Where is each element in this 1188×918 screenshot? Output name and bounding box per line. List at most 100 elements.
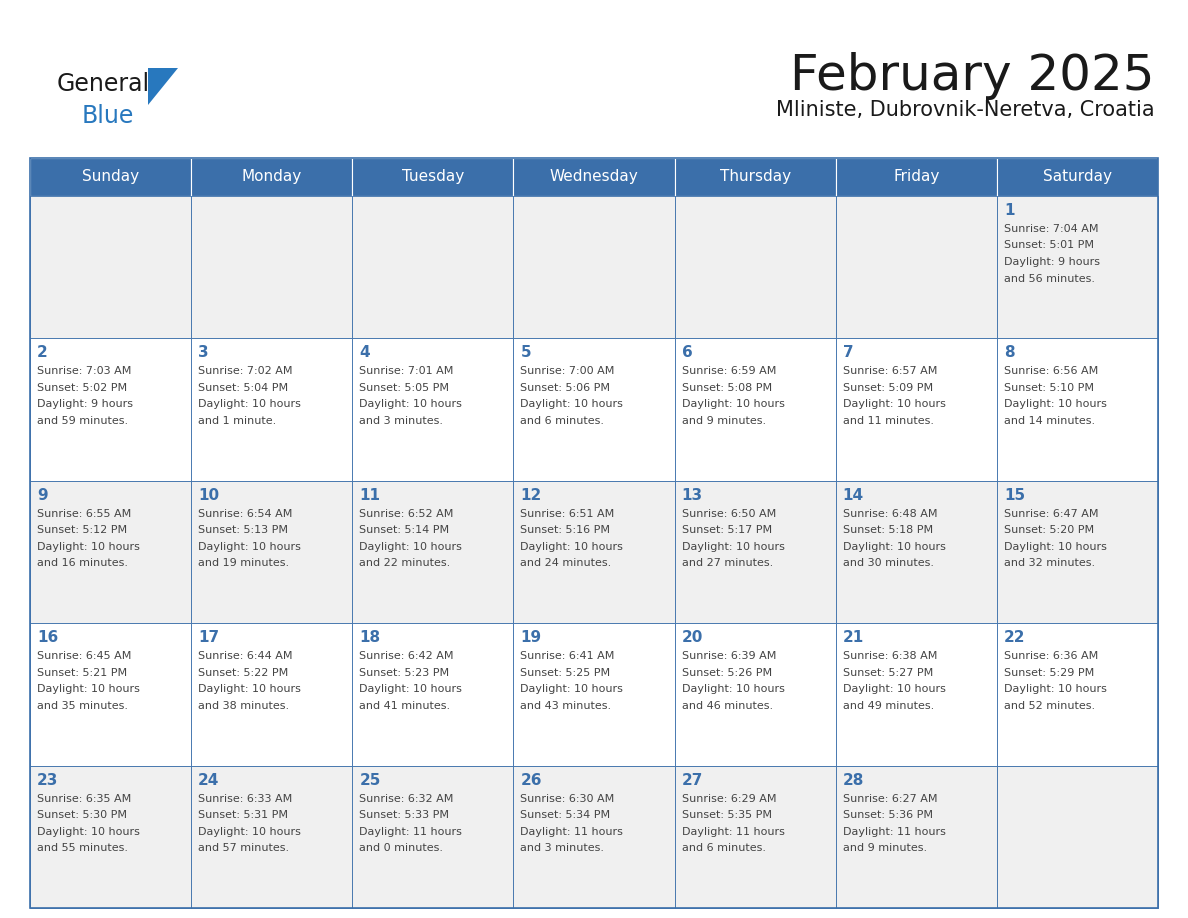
Bar [675, 196, 835, 339]
Text: and 6 minutes.: and 6 minutes. [682, 843, 765, 853]
Text: Daylight: 11 hours: Daylight: 11 hours [520, 826, 624, 836]
Text: and 46 minutes.: and 46 minutes. [682, 700, 772, 711]
Text: Sunrise: 6:38 AM: Sunrise: 6:38 AM [842, 651, 937, 661]
Text: Sunrise: 6:32 AM: Sunrise: 6:32 AM [359, 793, 454, 803]
Text: 13: 13 [682, 487, 702, 503]
Text: 2: 2 [37, 345, 48, 361]
Bar [30, 158, 191, 196]
Text: Sunset: 5:04 PM: Sunset: 5:04 PM [198, 383, 289, 393]
Text: 19: 19 [520, 630, 542, 645]
Text: Sunrise: 6:51 AM: Sunrise: 6:51 AM [520, 509, 614, 519]
Bar [513, 339, 675, 481]
Text: Sunrise: 6:52 AM: Sunrise: 6:52 AM [359, 509, 454, 519]
Text: and 59 minutes.: and 59 minutes. [37, 416, 128, 426]
Text: Sunrise: 6:36 AM: Sunrise: 6:36 AM [1004, 651, 1098, 661]
Text: Daylight: 10 hours: Daylight: 10 hours [682, 684, 784, 694]
Text: Daylight: 10 hours: Daylight: 10 hours [842, 684, 946, 694]
Text: and 38 minutes.: and 38 minutes. [198, 700, 289, 711]
Text: Sunset: 5:16 PM: Sunset: 5:16 PM [520, 525, 611, 535]
Text: 25: 25 [359, 773, 380, 788]
Text: Sunrise: 6:54 AM: Sunrise: 6:54 AM [198, 509, 292, 519]
Bar [353, 339, 513, 481]
Text: 21: 21 [842, 630, 864, 645]
Text: 16: 16 [37, 630, 58, 645]
Text: 26: 26 [520, 773, 542, 788]
Text: Daylight: 9 hours: Daylight: 9 hours [1004, 257, 1100, 267]
Text: and 49 minutes.: and 49 minutes. [842, 700, 934, 711]
Text: Daylight: 10 hours: Daylight: 10 hours [1004, 399, 1107, 409]
Text: 7: 7 [842, 345, 853, 361]
Bar [191, 339, 353, 481]
Text: Sunrise: 6:30 AM: Sunrise: 6:30 AM [520, 793, 614, 803]
Bar [513, 158, 675, 196]
Text: 18: 18 [359, 630, 380, 645]
Text: and 27 minutes.: and 27 minutes. [682, 558, 773, 568]
Bar [353, 766, 513, 908]
Text: Sunset: 5:36 PM: Sunset: 5:36 PM [842, 810, 933, 820]
Text: Sunrise: 6:48 AM: Sunrise: 6:48 AM [842, 509, 937, 519]
Text: and 22 minutes.: and 22 minutes. [359, 558, 450, 568]
Text: Sunrise: 6:35 AM: Sunrise: 6:35 AM [37, 793, 131, 803]
Text: Sunset: 5:10 PM: Sunset: 5:10 PM [1004, 383, 1094, 393]
Text: General: General [57, 72, 150, 96]
Text: 10: 10 [198, 487, 220, 503]
Text: Daylight: 9 hours: Daylight: 9 hours [37, 399, 133, 409]
Text: and 43 minutes.: and 43 minutes. [520, 700, 612, 711]
Text: and 0 minutes.: and 0 minutes. [359, 843, 443, 853]
Bar [513, 196, 675, 339]
Text: and 19 minutes.: and 19 minutes. [198, 558, 289, 568]
Text: Sunrise: 6:55 AM: Sunrise: 6:55 AM [37, 509, 131, 519]
Bar [353, 196, 513, 339]
Text: 24: 24 [198, 773, 220, 788]
Bar [835, 481, 997, 623]
Text: and 11 minutes.: and 11 minutes. [842, 416, 934, 426]
Text: Daylight: 10 hours: Daylight: 10 hours [198, 399, 301, 409]
Bar [997, 339, 1158, 481]
Text: and 9 minutes.: and 9 minutes. [682, 416, 766, 426]
Text: and 3 minutes.: and 3 minutes. [520, 843, 605, 853]
Text: Daylight: 10 hours: Daylight: 10 hours [198, 826, 301, 836]
Text: Daylight: 10 hours: Daylight: 10 hours [682, 399, 784, 409]
Bar [835, 766, 997, 908]
Bar [997, 623, 1158, 766]
Bar [30, 196, 191, 339]
Text: Sunset: 5:17 PM: Sunset: 5:17 PM [682, 525, 772, 535]
Text: Daylight: 10 hours: Daylight: 10 hours [198, 684, 301, 694]
Bar [675, 481, 835, 623]
Bar [353, 481, 513, 623]
Text: Blue: Blue [82, 104, 134, 128]
Bar [30, 766, 191, 908]
Text: and 24 minutes.: and 24 minutes. [520, 558, 612, 568]
Bar [30, 481, 191, 623]
Bar [675, 158, 835, 196]
Text: Daylight: 10 hours: Daylight: 10 hours [520, 542, 624, 552]
Bar [835, 339, 997, 481]
Text: Sunrise: 6:29 AM: Sunrise: 6:29 AM [682, 793, 776, 803]
Text: 17: 17 [198, 630, 220, 645]
Bar [191, 158, 353, 196]
Bar [353, 623, 513, 766]
Text: 5: 5 [520, 345, 531, 361]
Text: Sunset: 5:27 PM: Sunset: 5:27 PM [842, 667, 933, 677]
Text: and 55 minutes.: and 55 minutes. [37, 843, 128, 853]
Text: 11: 11 [359, 487, 380, 503]
Text: February 2025: February 2025 [790, 52, 1155, 100]
Text: and 56 minutes.: and 56 minutes. [1004, 274, 1095, 284]
Text: and 3 minutes.: and 3 minutes. [359, 416, 443, 426]
Text: 15: 15 [1004, 487, 1025, 503]
Text: Daylight: 11 hours: Daylight: 11 hours [842, 826, 946, 836]
Text: Sunrise: 6:57 AM: Sunrise: 6:57 AM [842, 366, 937, 376]
Text: Sunrise: 6:47 AM: Sunrise: 6:47 AM [1004, 509, 1099, 519]
Text: Sunset: 5:12 PM: Sunset: 5:12 PM [37, 525, 127, 535]
Text: Daylight: 10 hours: Daylight: 10 hours [520, 684, 624, 694]
Text: Sunset: 5:18 PM: Sunset: 5:18 PM [842, 525, 933, 535]
Text: Sunset: 5:34 PM: Sunset: 5:34 PM [520, 810, 611, 820]
Text: and 32 minutes.: and 32 minutes. [1004, 558, 1095, 568]
Text: Sunset: 5:22 PM: Sunset: 5:22 PM [198, 667, 289, 677]
Text: Sunrise: 6:41 AM: Sunrise: 6:41 AM [520, 651, 615, 661]
Text: Daylight: 10 hours: Daylight: 10 hours [37, 684, 140, 694]
Bar [675, 766, 835, 908]
Text: 4: 4 [359, 345, 369, 361]
Bar [513, 766, 675, 908]
Text: 14: 14 [842, 487, 864, 503]
